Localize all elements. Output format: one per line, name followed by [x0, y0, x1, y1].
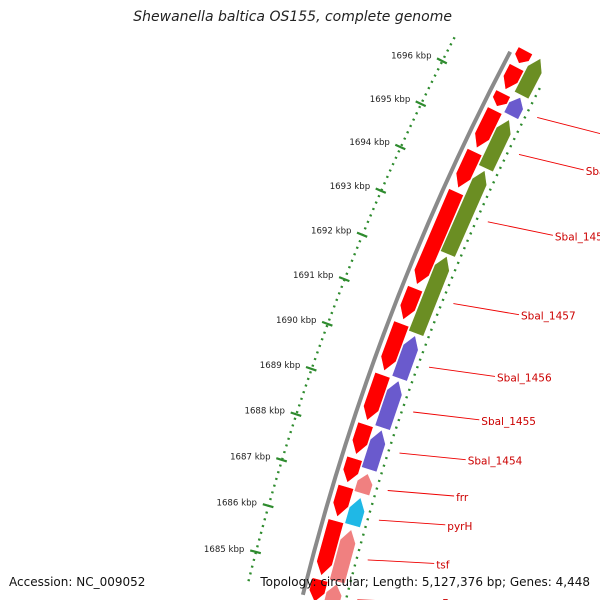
kbp-tick-label: 1694 kbp — [349, 138, 390, 148]
gene-arrow[interactable] — [323, 583, 343, 600]
gene-label-leader — [413, 411, 480, 421]
accession-footer: Accession: NC_009052 — [9, 575, 145, 589]
genome-backbone — [300, 50, 512, 596]
kbp-tick-mark — [321, 320, 333, 327]
gene-arrow[interactable] — [342, 455, 363, 484]
kbp-ruler-dots — [247, 36, 456, 582]
kbp-tick-mark — [415, 100, 427, 108]
gene-label-leader — [399, 452, 466, 461]
gene-label-leader — [453, 303, 520, 316]
gene-label[interactable]: Sbal_1455 — [481, 416, 536, 428]
kbp-tick-label: 1685 kbp — [204, 545, 245, 555]
gene-label-leader — [487, 221, 553, 236]
gene-label[interactable]: pyrH — [447, 521, 472, 533]
kbp-tick-label: 1686 kbp — [217, 499, 258, 509]
gene-label-leader — [537, 116, 600, 135]
gene-arrow[interactable] — [351, 421, 374, 456]
length-label: ; Length: — [364, 575, 422, 589]
genes-value: 4,448 — [555, 575, 590, 589]
kbp-tick-label: 1693 kbp — [330, 182, 371, 192]
gene-arrow[interactable] — [308, 577, 329, 600]
kbp-tick-label: 1692 kbp — [311, 226, 352, 236]
gene-arrow[interactable] — [503, 96, 524, 120]
gene-label[interactable]: Sbal_1458 — [555, 231, 600, 243]
gene-arrow[interactable] — [344, 496, 366, 529]
kbp-tick-label: 1696 kbp — [391, 52, 432, 62]
kbp-tick-mark — [305, 365, 317, 372]
kbp-tick-mark — [375, 187, 387, 194]
gene-arrow[interactable] — [391, 334, 419, 382]
kbp-tick-mark — [436, 57, 448, 65]
gene-arrow[interactable] — [513, 57, 543, 100]
gene-arrow[interactable] — [329, 528, 356, 585]
genes-label: ; Genes: — [502, 575, 556, 589]
gene-label-leader — [367, 559, 435, 564]
kbp-tick-mark — [290, 411, 302, 417]
gene-arrow[interactable] — [514, 46, 534, 64]
gene-label-leader — [518, 153, 584, 171]
gene-arrow[interactable] — [353, 473, 374, 497]
gene-label[interactable]: rpsB — [426, 598, 450, 600]
gene-arrow[interactable] — [363, 371, 391, 422]
gene-arrow[interactable] — [380, 320, 410, 372]
kbp-tick-mark — [356, 231, 368, 238]
gene-label[interactable]: Sbal_1456 — [497, 372, 552, 384]
kbp-tick-label: 1690 kbp — [276, 316, 317, 326]
gene-arrow[interactable] — [399, 285, 424, 321]
gene-arrow[interactable] — [478, 119, 512, 173]
accession-label: Accession: — [9, 575, 77, 589]
kbp-tick-label: 1689 kbp — [260, 361, 301, 371]
gene-arrow[interactable] — [374, 380, 403, 431]
kbp-tick-label: 1695 kbp — [370, 95, 411, 105]
kbp-tick-label: 1687 kbp — [230, 452, 271, 462]
kbp-tick-mark — [338, 276, 350, 283]
gene-arrow[interactable] — [413, 188, 464, 286]
map-title: Shewanella baltica OS155, complete genom… — [133, 9, 452, 25]
inner-ruler-dots — [344, 82, 544, 600]
gene-arrow[interactable] — [316, 518, 345, 577]
accession-value: NC_009052 — [76, 575, 146, 589]
genome-stats-footer: Topology: circular; Length: 5,127,376 bp… — [260, 575, 590, 589]
length-value: 5,127,376 bp — [421, 575, 502, 589]
kbp-tick-mark — [262, 503, 274, 509]
gene-arrow[interactable] — [455, 148, 483, 189]
topology-value: circular — [320, 575, 365, 589]
gene-label[interactable]: Sbal_1457 — [521, 311, 576, 323]
gene-label[interactable]: Sbal_1459 — [586, 166, 600, 178]
gene-arrow[interactable] — [361, 429, 386, 473]
kbp-tick-mark — [249, 549, 262, 555]
gene-arrow[interactable] — [332, 483, 355, 518]
gene-arrow[interactable] — [408, 255, 450, 337]
gene-label[interactable]: Sbal_1454 — [468, 456, 523, 468]
gene-label-leader — [428, 366, 496, 377]
gene-label-leader — [378, 519, 446, 526]
kbp-tick-mark — [394, 143, 406, 151]
kbp-tick-label: 1688 kbp — [245, 407, 286, 417]
gene-label[interactable]: tsf — [436, 559, 450, 571]
kbp-tick-label: 1691 kbp — [293, 271, 334, 281]
gene-label[interactable]: frr — [456, 492, 469, 504]
gene-arrow[interactable] — [492, 89, 511, 107]
gene-arrow[interactable] — [502, 63, 525, 91]
topology-label: Topology: — [260, 575, 321, 589]
gene-label-leader — [387, 490, 455, 497]
gene-arrow[interactable] — [439, 169, 488, 258]
gene-arrow[interactable] — [474, 106, 503, 149]
kbp-tick-mark — [275, 457, 288, 463]
